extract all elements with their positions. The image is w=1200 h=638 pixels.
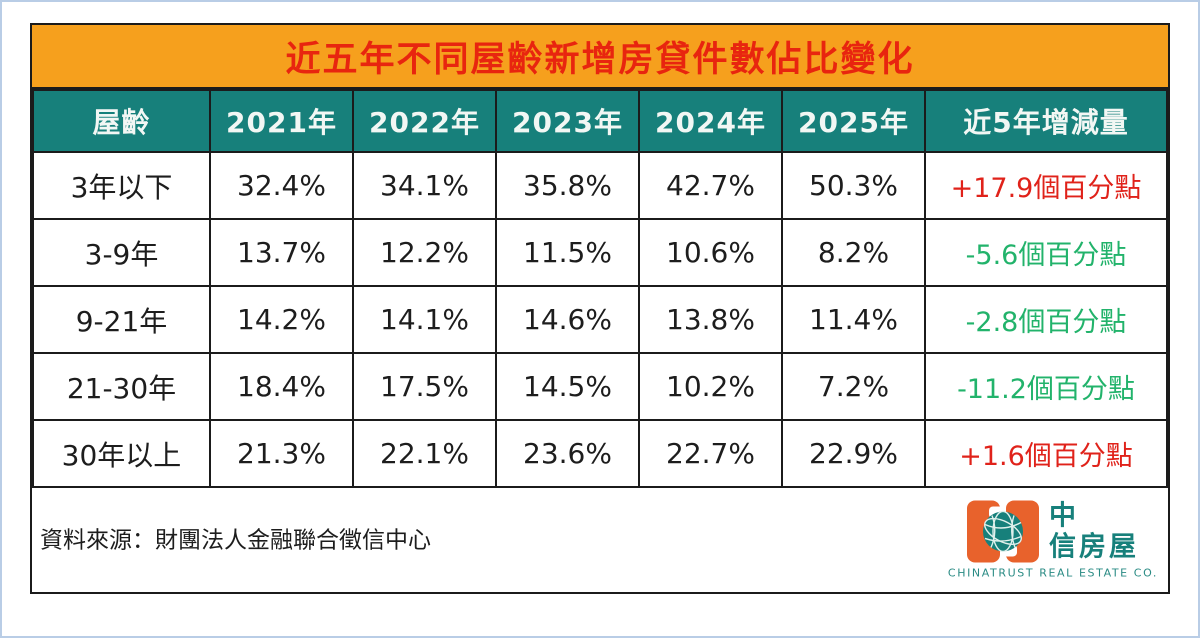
value-cell: 22.7% — [638, 419, 783, 488]
logo-top: 中 信房屋 — [966, 500, 1139, 563]
col-header-2025: 2025年 — [781, 89, 926, 153]
table-row: 21-30年 18.4% 17.5% 14.5% 10.2% 7.2% -11.… — [32, 352, 1168, 421]
chinatrust-logo-icon — [966, 500, 1039, 563]
value-cell: 32.4% — [209, 151, 354, 220]
logo-cjk-text: 中 信房屋 — [1049, 500, 1139, 562]
age-cell: 3-9年 — [32, 218, 211, 287]
age-cell: 30年以上 — [32, 419, 211, 488]
value-cell: 35.8% — [495, 151, 640, 220]
change-cell: -2.8個百分點 — [924, 285, 1168, 354]
col-header-2024: 2024年 — [638, 89, 783, 153]
data-source-label: 資料來源：財團法人金融聯合徵信中心 — [40, 527, 431, 554]
value-cell: 10.2% — [638, 352, 783, 421]
logo-cjk-line2: 信房屋 — [1048, 531, 1139, 563]
value-cell: 14.5% — [495, 352, 640, 421]
value-cell: 21.3% — [209, 419, 354, 488]
age-cell: 3年以下 — [32, 151, 211, 220]
table-row: 3年以下 32.4% 34.1% 35.8% 42.7% 50.3% +17.9… — [32, 151, 1168, 220]
logo-cjk-line1: 中 — [1048, 500, 1079, 532]
change-cell: -5.6個百分點 — [924, 218, 1168, 287]
change-cell: -11.2個百分點 — [924, 352, 1168, 421]
value-cell: 11.4% — [781, 285, 926, 354]
value-cell: 13.8% — [638, 285, 783, 354]
chinatrust-logo: 中 信房屋 CHINATRUST REAL ESTATE CO. — [948, 500, 1158, 579]
value-cell: 22.9% — [781, 419, 926, 488]
footer: 資料來源：財團法人金融聯合徵信中心 — [32, 488, 1168, 592]
title-bar: 近五年不同屋齡新增房貸件數佔比變化 — [32, 25, 1168, 89]
value-cell: 8.2% — [781, 218, 926, 287]
change-cell: +17.9個百分點 — [924, 151, 1168, 220]
age-cell: 21-30年 — [32, 352, 211, 421]
value-cell: 14.2% — [209, 285, 354, 354]
value-cell: 14.1% — [352, 285, 497, 354]
value-cell: 23.6% — [495, 419, 640, 488]
mortgage-share-table: 屋齡 2021年 2022年 2023年 2024年 2025年 近5年增減量 … — [32, 89, 1168, 488]
header-row: 屋齡 2021年 2022年 2023年 2024年 2025年 近5年增減量 — [32, 89, 1168, 153]
value-cell: 22.1% — [352, 419, 497, 488]
value-cell: 14.6% — [495, 285, 640, 354]
col-header-age: 屋齡 — [32, 89, 211, 153]
value-cell: 11.5% — [495, 218, 640, 287]
value-cell: 34.1% — [352, 151, 497, 220]
table-row: 9-21年 14.2% 14.1% 14.6% 13.8% 11.4% -2.8… — [32, 285, 1168, 354]
table-row: 30年以上 21.3% 22.1% 23.6% 22.7% 22.9% +1.6… — [32, 419, 1168, 488]
value-cell: 18.4% — [209, 352, 354, 421]
age-cell: 9-21年 — [32, 285, 211, 354]
globe-icon — [982, 510, 1023, 553]
table-frame: 近五年不同屋齡新增房貸件數佔比變化 屋齡 2021年 2022年 2023年 2… — [30, 23, 1170, 594]
col-header-2022: 2022年 — [352, 89, 497, 153]
value-cell: 10.6% — [638, 218, 783, 287]
value-cell: 7.2% — [781, 352, 926, 421]
col-header-2021: 2021年 — [209, 89, 354, 153]
change-cell: +1.6個百分點 — [924, 419, 1168, 488]
value-cell: 13.7% — [209, 218, 354, 287]
logo-subtitle: CHINATRUST REAL ESTATE CO. — [947, 566, 1158, 580]
table-row: 3-9年 13.7% 12.2% 11.5% 10.6% 8.2% -5.6個百… — [32, 218, 1168, 287]
page-title: 近五年不同屋齡新增房貸件數佔比變化 — [285, 39, 915, 80]
col-header-change: 近5年增減量 — [924, 89, 1168, 153]
col-header-2023: 2023年 — [495, 89, 640, 153]
value-cell: 17.5% — [352, 352, 497, 421]
value-cell: 42.7% — [638, 151, 783, 220]
value-cell: 50.3% — [781, 151, 926, 220]
value-cell: 12.2% — [352, 218, 497, 287]
